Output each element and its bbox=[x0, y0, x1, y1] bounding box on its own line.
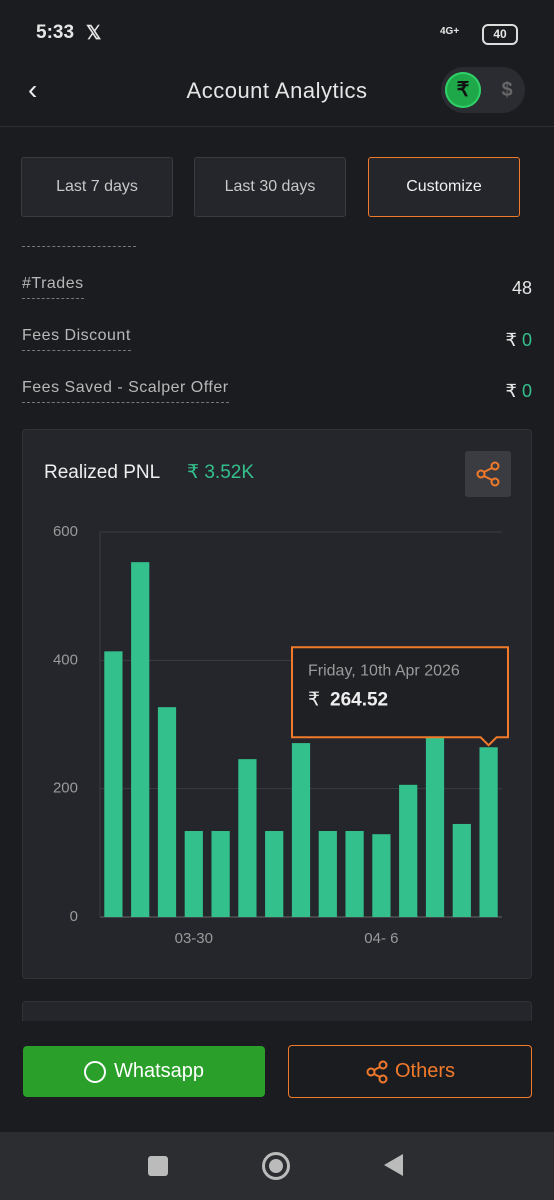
divider bbox=[0, 126, 554, 127]
status-time: 5:33 bbox=[36, 22, 75, 43]
total-pnl: ₹ 3.52K bbox=[187, 462, 254, 483]
currency-toggle[interactable]: ₹ $ bbox=[441, 67, 525, 113]
bar bbox=[479, 747, 498, 917]
bar bbox=[184, 831, 203, 917]
dollar-option[interactable]: $ bbox=[501, 79, 513, 101]
chart: Realized PNL ₹ 3.52K 0 200 400 600 03-30 04- … bbox=[44, 451, 511, 947]
whatsapp-label: Whatsapp bbox=[113, 1060, 205, 1082]
home-button[interactable] bbox=[262, 1152, 290, 1180]
share-button[interactable] bbox=[465, 451, 511, 497]
bar bbox=[372, 834, 391, 917]
y-tick-label: 400 bbox=[53, 651, 78, 668]
recents-button[interactable] bbox=[148, 1156, 168, 1176]
bar bbox=[238, 759, 257, 917]
x-tick-label: 03-30 bbox=[175, 930, 213, 947]
others-label: Others bbox=[394, 1060, 456, 1082]
bar bbox=[425, 737, 445, 917]
divider bbox=[22, 246, 136, 247]
back-button[interactable]: ‹ bbox=[28, 74, 38, 105]
y-tick-label: 0 bbox=[70, 908, 78, 925]
next-card bbox=[22, 1001, 532, 1021]
bar bbox=[318, 831, 337, 917]
chart-card: Realized PNL ₹ 3.52K 0 200 400 600 03-30 04- … bbox=[22, 429, 532, 979]
x-tick-label: 04- 6 bbox=[364, 930, 398, 947]
y-tick-label: 600 bbox=[53, 523, 78, 540]
stat-value: 0 bbox=[521, 330, 532, 350]
stat-label: Fees Saved - Scalper Offer bbox=[22, 379, 229, 403]
bar bbox=[399, 784, 418, 917]
whatsapp-button[interactable]: Whatsapp bbox=[23, 1046, 265, 1097]
share-icon bbox=[366, 1060, 388, 1083]
tooltip-value: 264.52 bbox=[330, 689, 388, 710]
tooltip-title: Friday, 10th Apr 2026 bbox=[308, 662, 460, 679]
stat-label: #Trades bbox=[22, 275, 84, 299]
x-icon: 𝕏 bbox=[86, 23, 102, 44]
whatsapp-icon bbox=[83, 1060, 106, 1083]
bar bbox=[345, 831, 364, 917]
others-button[interactable]: Others bbox=[288, 1045, 532, 1098]
filter-button[interactable]: Last 30 days bbox=[194, 157, 346, 217]
tooltip-currency: ₹ bbox=[308, 689, 320, 710]
bar bbox=[265, 831, 284, 917]
bar bbox=[104, 651, 123, 917]
stat-value: 0 bbox=[521, 381, 532, 401]
back-nav-button[interactable] bbox=[384, 1154, 403, 1176]
currency: ₹ bbox=[505, 381, 517, 401]
stat-value: 48 bbox=[511, 278, 532, 298]
share-bar: Whatsapp Others bbox=[0, 1021, 554, 1132]
y-tick-label: 200 bbox=[53, 780, 78, 797]
chart-title: Realized PNL bbox=[44, 462, 160, 483]
tooltip: Friday, 10th Apr 2026 ₹ 264.52 bbox=[291, 646, 509, 747]
currency: ₹ bbox=[505, 330, 517, 350]
share-bg[interactable] bbox=[465, 451, 511, 497]
tooltip-box bbox=[291, 646, 509, 747]
filter-button[interactable]: Customize bbox=[368, 157, 520, 217]
stat-label: Fees Discount bbox=[22, 327, 131, 351]
bar bbox=[157, 707, 177, 917]
share-icon bbox=[476, 461, 500, 487]
network: 4G+ bbox=[440, 26, 460, 37]
header-title: Account Analytics bbox=[186, 78, 368, 103]
battery: 40 bbox=[482, 24, 518, 45]
bar bbox=[452, 823, 471, 917]
nav-bar bbox=[0, 1132, 554, 1200]
rupee-option[interactable]: ₹ bbox=[445, 72, 481, 108]
filter-button[interactable]: Last 7 days bbox=[21, 157, 173, 217]
bar bbox=[211, 831, 230, 917]
bar bbox=[291, 743, 311, 917]
bar bbox=[131, 562, 150, 917]
